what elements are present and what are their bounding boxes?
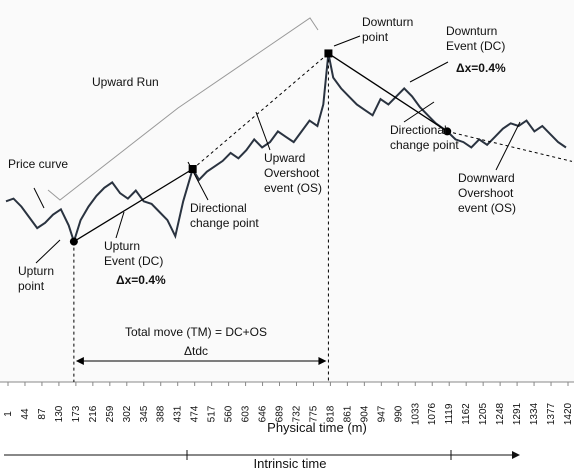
- x-axis-title: Physical time (m): [267, 420, 367, 435]
- x-tick-label: 87: [37, 408, 48, 420]
- x-tick-label: 732: [291, 405, 302, 422]
- label-upturn-event-line-1: Upturn: [104, 239, 140, 253]
- x-tick-label: 1291: [512, 402, 523, 425]
- x-tick-label: 517: [207, 405, 218, 422]
- x-tick-label: 345: [139, 405, 150, 422]
- label-upward-os-line-2: Overshoot: [264, 166, 320, 180]
- x-tick-label: 990: [393, 405, 404, 422]
- label-upward-os-line-3: event (OS): [264, 181, 322, 195]
- pointer-upturn-point: [35, 239, 61, 264]
- pointer-upward-os: [255, 111, 271, 151]
- x-tick-label: 474: [190, 405, 201, 422]
- label-downturn-point-line-1: Downturn: [362, 15, 413, 29]
- x-tick-label: 1420: [563, 402, 574, 425]
- label-upturn-event-line-2: Event (DC): [104, 254, 163, 268]
- x-tick-label: 775: [308, 405, 319, 422]
- label-delta-t: Δtdc: [184, 344, 208, 358]
- x-tick-label: 1033: [410, 402, 421, 425]
- label-downward-os-line-3: event (OS): [458, 201, 516, 215]
- x-tick-label: 1248: [495, 402, 506, 425]
- label-dc-point-up-line-2: change point: [190, 216, 259, 230]
- x-ticks: 1 44 87 130 173 216 259 302 345 388 431 474 517 560 60…: [3, 382, 574, 425]
- x-tick-label: 1205: [478, 402, 489, 425]
- downturn-dc-marker: [443, 127, 452, 136]
- label-dc-point-down-line-2: change point: [390, 138, 459, 152]
- label-upward-run: Upward Run: [92, 75, 159, 89]
- upward-run-bracket: [47, 17, 319, 201]
- x-tick-label: 818: [325, 405, 336, 422]
- intrinsic-time-label: Intrinsic time: [254, 456, 327, 471]
- x-tick-label: 44: [20, 408, 31, 420]
- label-downward-os-line-2: Overshoot: [458, 186, 514, 200]
- x-tick-label: 560: [224, 405, 235, 422]
- intrinsic-arrowhead: [512, 451, 520, 459]
- label-price-curve: Price curve: [8, 157, 68, 171]
- pointer-price-curve: [33, 187, 45, 209]
- x-tick-label: 1: [3, 411, 14, 417]
- pointer-upturn-event: [115, 211, 125, 239]
- x-tick-label: 1162: [461, 403, 472, 425]
- downturn-dc-line: [328, 52, 448, 132]
- x-tick-label: 861: [342, 405, 353, 422]
- x-tick-label: 173: [71, 405, 82, 422]
- x-tick-label: 259: [105, 405, 116, 422]
- label-downturn-dx: Δx=0.4%: [456, 61, 506, 75]
- x-tick-label: 431: [173, 405, 184, 422]
- x-tick-label: 689: [275, 405, 286, 422]
- x-tick-label: 947: [376, 405, 387, 422]
- upturn-dc-line: [73, 168, 194, 243]
- x-tick-label: 216: [88, 405, 99, 422]
- x-tick-label: 1119: [444, 403, 455, 424]
- label-dc-point-down-line-1: Directional: [390, 123, 447, 137]
- x-tick-label: 130: [54, 405, 65, 422]
- plot-area: [0, 0, 574, 382]
- label-downturn-event-line-1: Downturn: [446, 24, 497, 38]
- label-upward-os-line-1: Upward: [264, 151, 305, 165]
- label-downturn-point-line-2: point: [362, 30, 389, 44]
- delta-t-arrowhead-left: [75, 357, 84, 365]
- x-tick-label: 1377: [546, 402, 557, 425]
- x-tick-label: 646: [258, 405, 269, 422]
- x-tick-label: 302: [122, 405, 133, 422]
- price-curve-line: [5, 53, 567, 245]
- pointer-downward-os: [495, 121, 521, 171]
- x-tick-label: 1334: [529, 402, 540, 425]
- label-upturn-point-line-2: point: [18, 279, 45, 293]
- pointer-dc-point-down: [403, 101, 435, 123]
- x-tick-label: 1076: [427, 402, 438, 425]
- label-downturn-event-line-2: Event (DC): [446, 39, 505, 53]
- x-tick-label: 904: [359, 405, 370, 422]
- pointer-downturn-point: [333, 35, 361, 47]
- pointer-dc-point-up: [187, 161, 209, 201]
- label-upturn-point-line-1: Upturn: [18, 264, 54, 278]
- x-tick-label: 388: [156, 405, 167, 422]
- label-downward-os-line-1: Downward: [458, 171, 515, 185]
- label-dc-point-up-line-1: Directional: [190, 201, 247, 215]
- upturn-dc-marker: [188, 165, 197, 173]
- label-upturn-dx: Δx=0.4%: [116, 273, 166, 287]
- label-total-move: Total move (TM) = DC+OS: [125, 325, 267, 339]
- x-tick-label: 603: [241, 405, 252, 422]
- delta-t-arrowhead-right: [318, 357, 327, 365]
- pointer-downturn-event: [409, 61, 449, 83]
